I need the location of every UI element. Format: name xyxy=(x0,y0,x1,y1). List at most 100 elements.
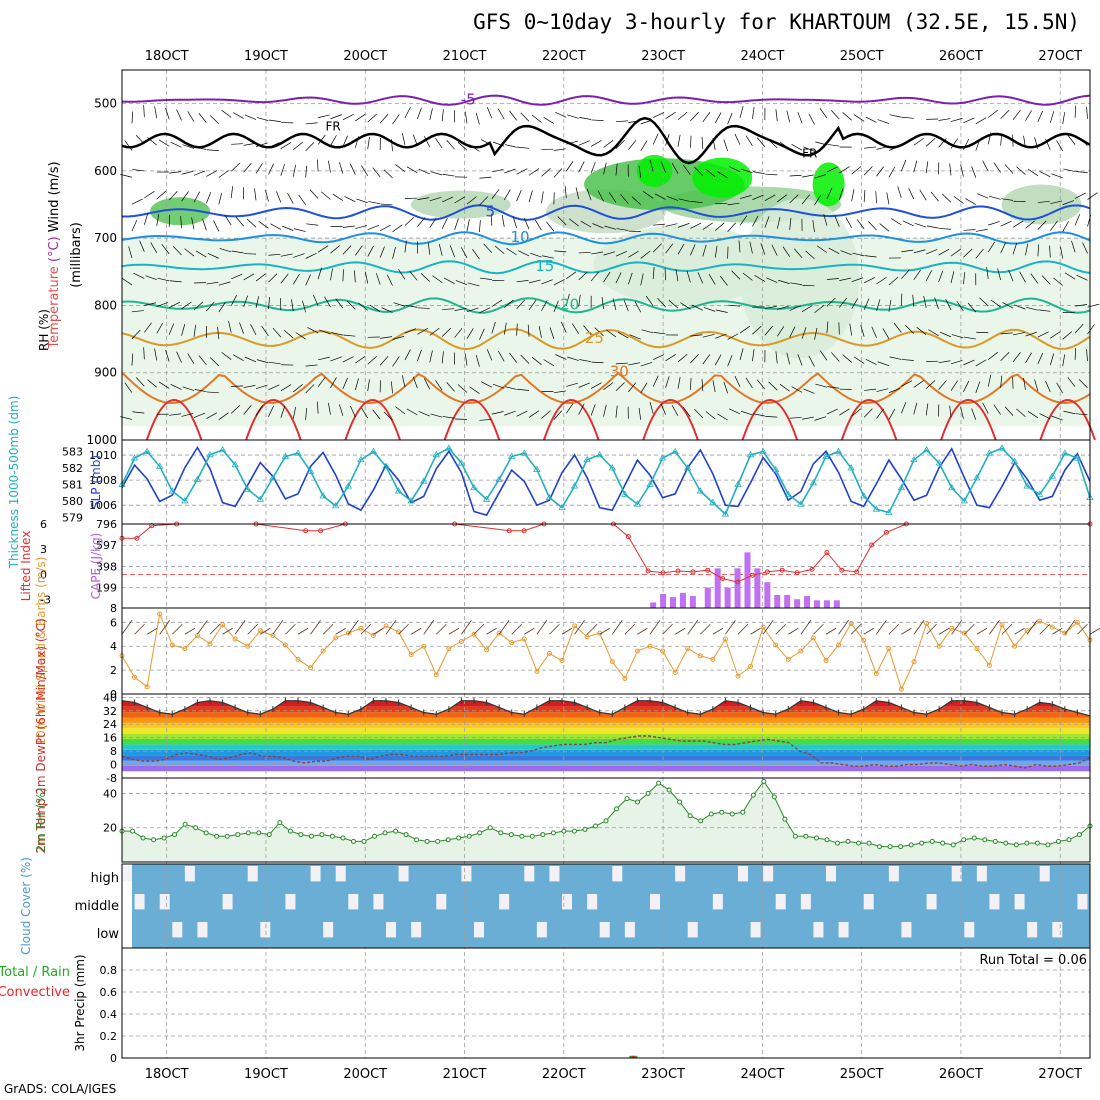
wind-barb xyxy=(509,110,517,121)
wind-speed-point xyxy=(559,658,565,664)
wind-barb xyxy=(244,253,257,255)
wind-barb xyxy=(230,186,234,199)
rh-shade-blob xyxy=(150,197,211,226)
wind-barb xyxy=(131,353,134,366)
wind-barb-surface xyxy=(574,620,585,635)
wind-barb xyxy=(608,192,617,203)
lifted-index-point xyxy=(779,567,785,573)
wind-barb xyxy=(481,139,492,146)
wind-barb xyxy=(815,383,827,388)
wind-barb-surface xyxy=(146,627,158,635)
wind-barb xyxy=(331,332,343,336)
wind-barb xyxy=(975,139,981,151)
wind-barb xyxy=(945,299,952,311)
cloud-cell xyxy=(624,922,635,938)
wind-barb-surface xyxy=(1026,620,1038,635)
wind-barb xyxy=(938,118,951,121)
rh-point xyxy=(834,840,840,846)
precip-convective-bar xyxy=(631,1055,635,1058)
wind-barb xyxy=(429,196,442,202)
wind-barb xyxy=(801,327,807,339)
wind-barb xyxy=(454,196,466,204)
wind-barb xyxy=(960,406,964,419)
rh-point xyxy=(372,833,378,839)
wind-barb xyxy=(206,170,218,177)
wind-barb xyxy=(321,191,331,200)
wind-barb xyxy=(1074,347,1076,360)
wind-barb xyxy=(638,407,642,420)
cape-bar xyxy=(823,600,830,608)
wind-barb xyxy=(603,271,611,283)
slp-ylabel: SLP (mb) xyxy=(89,455,103,509)
wind-barb xyxy=(876,408,884,419)
rh-point xyxy=(635,799,641,805)
wind-barb xyxy=(677,354,688,363)
thickness-point xyxy=(168,487,176,494)
wind-barb xyxy=(254,188,257,201)
wind-barb xyxy=(442,196,454,203)
wind-speed-point xyxy=(458,638,464,644)
wind-barb xyxy=(168,214,171,227)
thickness-point xyxy=(369,447,378,454)
wind-barb xyxy=(1087,303,1100,308)
x-tick-bottom-label: 24OCT xyxy=(740,1067,784,1082)
wind-speed-point xyxy=(182,646,188,652)
wind-barb xyxy=(1001,198,1014,201)
cape-tick-label: 398 xyxy=(96,560,117,573)
wind-barb xyxy=(412,376,418,389)
panel-bg-thick xyxy=(122,440,1090,524)
wind-barb xyxy=(1000,375,1003,388)
wind-barb xyxy=(590,271,600,282)
wind-barb xyxy=(839,277,852,281)
wind-barb-surface xyxy=(712,627,724,635)
wind-barb xyxy=(765,416,778,418)
wind-barb xyxy=(365,271,369,284)
wind-barb xyxy=(727,112,733,125)
rh-point xyxy=(750,792,756,798)
wind-barb xyxy=(466,328,474,339)
wind-speed-point xyxy=(584,634,590,640)
wind-speed-point xyxy=(898,686,904,692)
isotherm-line xyxy=(121,94,1091,106)
cape-bar xyxy=(813,600,820,608)
wind-barb xyxy=(387,274,393,286)
wind-barb xyxy=(938,248,950,256)
thickness-point xyxy=(797,500,805,507)
wind-speed-point xyxy=(974,646,980,652)
wind-barb xyxy=(939,331,952,338)
thickness-point xyxy=(344,482,352,489)
wind-barb xyxy=(206,301,215,312)
rh-point xyxy=(140,835,146,841)
cloud-cell xyxy=(775,894,786,910)
wind-barb xyxy=(131,310,144,313)
wind-barb xyxy=(568,218,579,227)
thickness-point xyxy=(206,451,214,458)
wind-barb xyxy=(875,191,877,204)
wind-barb xyxy=(169,413,182,416)
wind-barb xyxy=(631,196,641,205)
wind-barb xyxy=(752,349,755,362)
wind-barb xyxy=(475,354,480,367)
thickness-point xyxy=(294,449,302,456)
wind-barb xyxy=(293,384,303,393)
rh-point xyxy=(1045,842,1051,848)
wind-barb xyxy=(603,382,614,390)
wind-barb-surface xyxy=(775,623,786,635)
rh-point xyxy=(687,813,693,819)
thickness-ylabel: Thickness 1000-500mb (dm) xyxy=(7,396,21,570)
x-tick-bottom-label: 20OCT xyxy=(343,1067,387,1082)
wind-barb xyxy=(1049,245,1051,258)
wind-barb xyxy=(342,356,354,363)
wind-barb xyxy=(305,122,318,125)
wind-barb xyxy=(591,119,604,121)
wind-barb xyxy=(1025,352,1032,364)
wind-barb xyxy=(856,219,865,230)
rh-point xyxy=(424,838,430,844)
wind-barb-surface xyxy=(1052,627,1063,635)
wind-barb xyxy=(1041,275,1051,285)
cloud-cell xyxy=(398,866,409,882)
wind-speed-point xyxy=(760,624,766,630)
cape-tick-label: 199 xyxy=(96,582,117,595)
wind-barb-surface xyxy=(310,620,321,635)
wind-barb xyxy=(221,352,232,360)
